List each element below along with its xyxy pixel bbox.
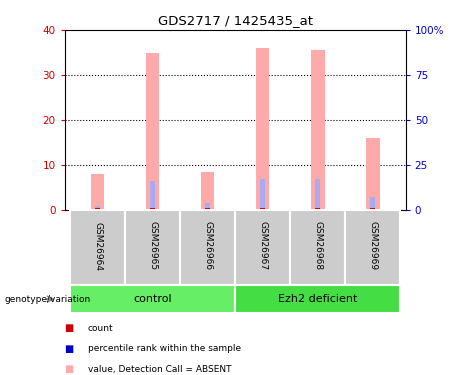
Bar: [260, 208, 265, 210]
Bar: [70, 285, 235, 313]
Bar: [206, 203, 210, 210]
Text: GSM26969: GSM26969: [368, 221, 377, 271]
Text: GSM26966: GSM26966: [203, 221, 212, 271]
Bar: [146, 53, 160, 210]
Title: GDS2717 / 1425435_at: GDS2717 / 1425435_at: [158, 15, 313, 27]
Bar: [235, 285, 400, 313]
Bar: [150, 208, 155, 210]
Text: percentile rank within the sample: percentile rank within the sample: [88, 344, 241, 353]
Bar: [150, 181, 155, 210]
Text: value, Detection Call = ABSENT: value, Detection Call = ABSENT: [88, 365, 231, 374]
Bar: [206, 208, 210, 210]
Text: GSM26968: GSM26968: [313, 221, 322, 271]
Bar: [95, 208, 100, 210]
Bar: [125, 210, 180, 285]
Bar: [95, 206, 100, 210]
Text: ■: ■: [65, 364, 74, 374]
Bar: [371, 208, 375, 210]
Text: GSM26964: GSM26964: [93, 222, 102, 270]
Text: genotype/variation: genotype/variation: [5, 295, 91, 304]
Text: GSM26967: GSM26967: [258, 221, 267, 271]
Text: GSM26965: GSM26965: [148, 221, 157, 271]
Bar: [235, 210, 290, 285]
Bar: [366, 138, 379, 210]
Bar: [311, 50, 325, 210]
Text: count: count: [88, 324, 113, 333]
Text: ■: ■: [65, 344, 74, 354]
Bar: [315, 208, 320, 210]
Bar: [256, 48, 270, 210]
Bar: [371, 196, 375, 210]
Text: control: control: [133, 294, 172, 304]
Bar: [345, 210, 400, 285]
Bar: [201, 172, 214, 210]
Bar: [315, 178, 320, 210]
Text: ■: ■: [65, 323, 74, 333]
Bar: [290, 210, 345, 285]
Text: Ezh2 deficient: Ezh2 deficient: [278, 294, 357, 304]
Bar: [260, 178, 265, 210]
Bar: [91, 174, 105, 210]
Bar: [180, 210, 235, 285]
Bar: [70, 210, 125, 285]
